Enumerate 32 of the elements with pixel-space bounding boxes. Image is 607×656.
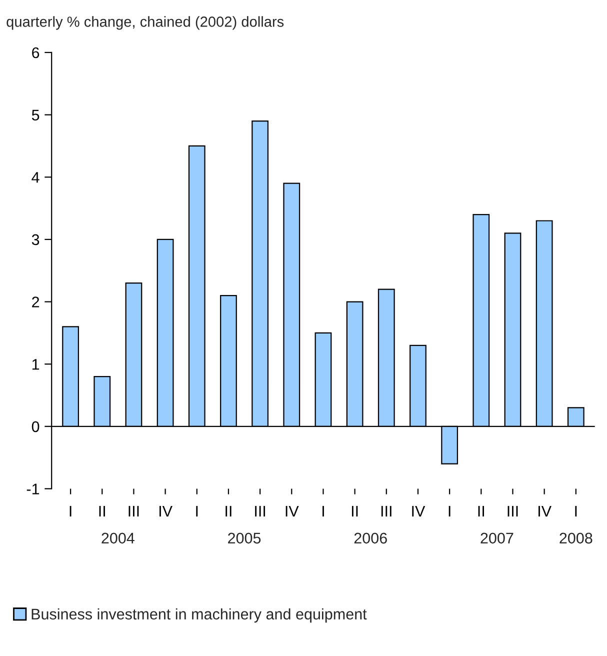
x-tick-label: II	[226, 506, 232, 516]
x-tick-label: IV	[159, 506, 172, 516]
x-tick-label: III	[255, 506, 266, 516]
x-tick-label: II	[352, 506, 358, 516]
text: 2007	[480, 532, 514, 544]
x-tick-label: III	[128, 506, 139, 516]
y-tick-label: 3	[32, 234, 40, 246]
x-tick-label: III	[508, 506, 518, 516]
text: 2006	[354, 532, 387, 544]
x-tick-label: IV	[286, 506, 299, 516]
x-tick-label: I	[322, 506, 324, 516]
y-tick-label: 6	[32, 47, 40, 58]
x-tick-label: II	[99, 506, 105, 516]
x-tick-label: III	[381, 506, 392, 516]
y-tick-label: 2	[32, 296, 40, 308]
x-tick-label: I	[575, 506, 577, 516]
y-tick-label: 5	[32, 110, 40, 120]
text: 2005	[228, 532, 261, 544]
x-tick-label: IV	[412, 506, 426, 516]
chart-title: quarterly % change, chained (2002) dollars	[6, 16, 284, 30]
y-tick-label: 1	[32, 359, 40, 370]
x-tick-label: IV	[538, 506, 552, 516]
y-tick-label: 4	[32, 172, 40, 183]
y-tick-label: -1	[26, 484, 40, 494]
x-tick-label: I	[448, 506, 450, 516]
legend-label: Business investment in machinery and equipment	[32, 608, 367, 623]
x-tick-label: I	[70, 506, 72, 516]
x-tick-label: II	[478, 506, 484, 516]
text: 2004	[102, 532, 134, 544]
x-tick-label: I	[196, 506, 198, 516]
text: 2008	[560, 532, 592, 544]
y-tick-label: 0	[32, 421, 40, 432]
